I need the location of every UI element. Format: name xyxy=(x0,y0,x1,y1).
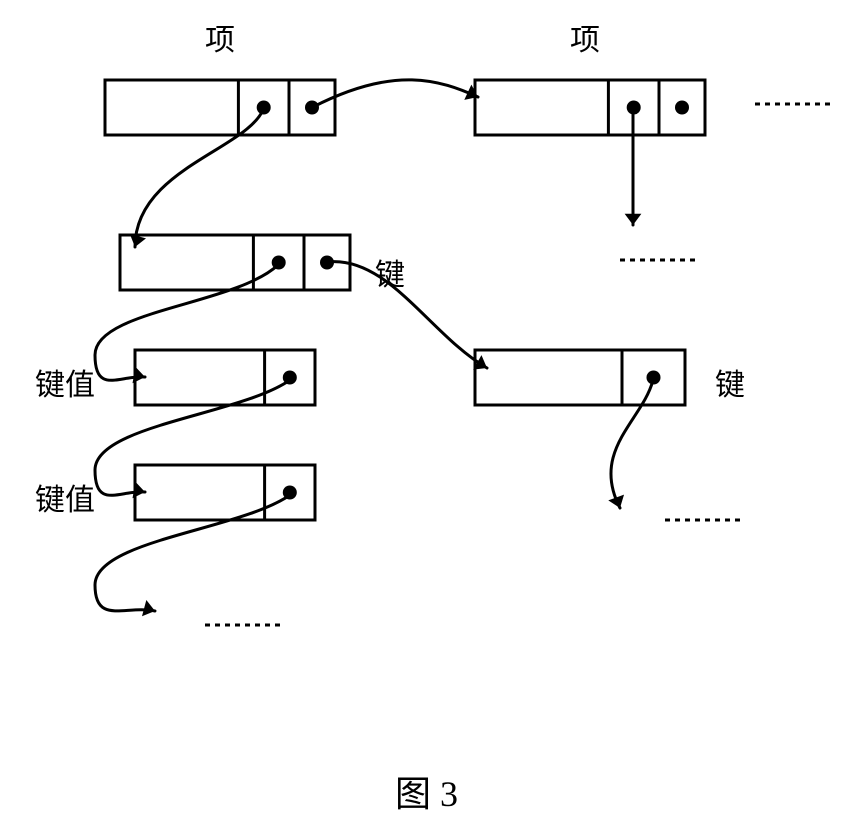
diagram-label: 项 xyxy=(205,15,235,59)
figure-caption: 图 3 xyxy=(395,765,458,817)
diagram-label: 键值 xyxy=(35,360,95,404)
diagram-label: 键 xyxy=(715,360,745,404)
diagram-label: 项 xyxy=(570,15,600,59)
diagram-label: 键 xyxy=(375,250,405,294)
diagram-label: 键值 xyxy=(35,475,95,519)
